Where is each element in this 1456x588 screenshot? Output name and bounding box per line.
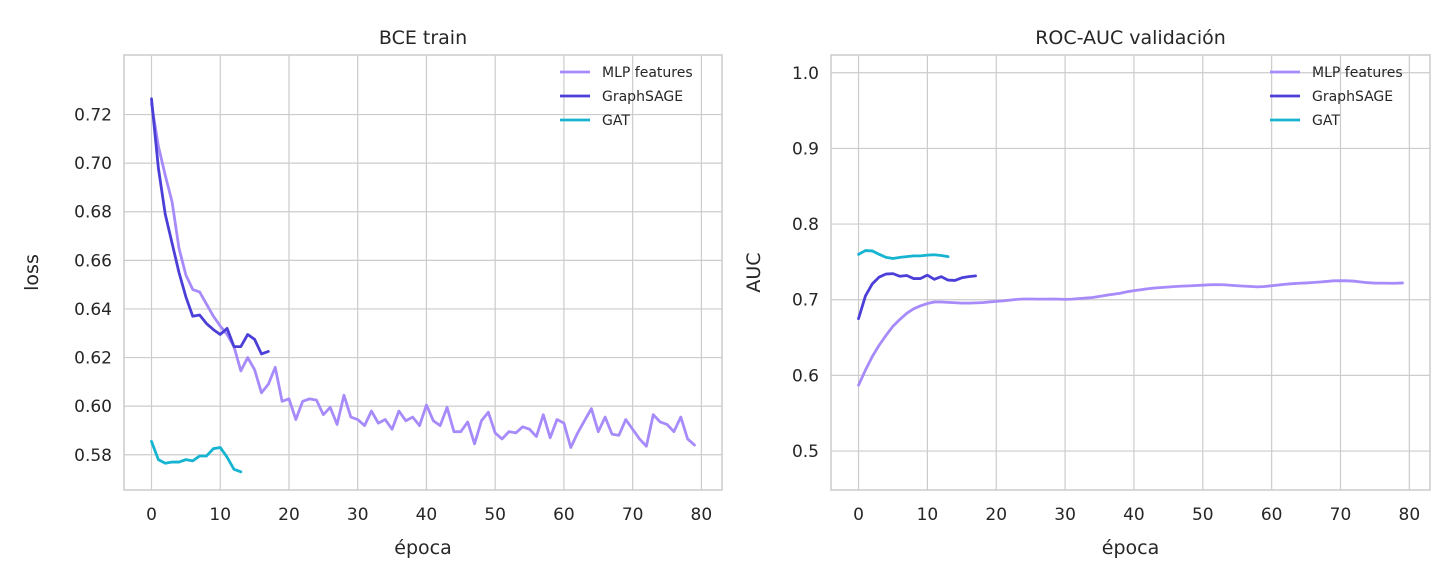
y-tick-label: 0.68: [74, 203, 112, 223]
series-line-graphsage: [150, 97, 270, 356]
x-tick-label: 60: [1261, 505, 1283, 525]
legend-label-mlp-features: MLP features: [1312, 65, 1403, 81]
y-tick-label: 0.8: [792, 215, 819, 235]
gridlines: [124, 55, 722, 490]
series-line-gat: [857, 249, 950, 260]
y-tick-label: 0.62: [74, 349, 112, 369]
legend: MLP features GraphSAGE GAT: [560, 65, 693, 129]
chart-title: BCE train: [379, 27, 467, 49]
y-tick-label: 0.60: [74, 397, 112, 417]
series-line-mlp-features: [150, 102, 696, 449]
plot-frame: [830, 54, 1431, 491]
y-tick-label: 0.70: [74, 154, 112, 174]
legend-label-graphsage: GraphSAGE: [1312, 89, 1393, 105]
x-tick-label: 80: [1399, 505, 1421, 525]
y-tick-label: 0.58: [74, 446, 112, 466]
y-tick-label: 0.5: [792, 442, 819, 462]
x-tick-label: 60: [553, 505, 575, 525]
x-tick-label: 40: [1123, 505, 1145, 525]
x-tick-label: 10: [209, 505, 231, 525]
series-line-graphsage: [857, 272, 977, 321]
legend: MLP features GraphSAGE GAT: [1270, 65, 1403, 129]
x-tick-label: 20: [985, 505, 1007, 525]
x-tick-label: 50: [484, 505, 506, 525]
y-tick-label: 0.66: [74, 251, 112, 271]
plot-frame: [123, 54, 723, 491]
x-tick-label: 20: [278, 505, 300, 525]
x-tick-label: 30: [347, 505, 369, 525]
bce-train-panel: 0 10 20 30 40 50 60 70 80 0.58 0.60 0.62 0.64 0.66 0.6…: [21, 27, 723, 559]
x-tick-label: 10: [917, 505, 939, 525]
y-tick-label: 0.9: [792, 139, 819, 159]
x-tick-label: 0: [146, 505, 157, 525]
y-tick-label: 0.64: [74, 300, 112, 320]
legend-label-gat: GAT: [1312, 113, 1340, 129]
y-tick-label: 0.7: [792, 291, 819, 311]
gridlines: [831, 55, 1430, 490]
series-line-gat: [150, 439, 243, 474]
y-tick-label: 0.72: [74, 106, 112, 126]
x-tick-label: 70: [1330, 505, 1352, 525]
x-tick-label: 80: [691, 505, 713, 525]
x-tick-label: 50: [1192, 505, 1214, 525]
roc-auc-panel: 0 10 20 30 40 50 60 70 80 0.5 0.6 0.7 0.8 0.9 1.0 ROC-A…: [743, 27, 1431, 559]
y-axis-label: AUC: [743, 252, 765, 292]
x-tick-label: 40: [416, 505, 438, 525]
x-axis-label: época: [1102, 537, 1159, 559]
chart-title: ROC-AUC validación: [1035, 27, 1226, 49]
legend-label-gat: GAT: [602, 113, 630, 129]
y-axis-label: loss: [21, 254, 43, 291]
x-tick-label: 30: [1054, 505, 1076, 525]
x-tick-label: 70: [622, 505, 644, 525]
y-tick-label: 1.0: [792, 64, 819, 84]
y-tick-label: 0.6: [792, 366, 819, 386]
series-line-mlp-features: [857, 279, 1404, 387]
legend-label-graphsage: GraphSAGE: [602, 89, 683, 105]
x-tick-label: 0: [853, 505, 864, 525]
x-axis-label: época: [394, 537, 451, 559]
legend-label-mlp-features: MLP features: [602, 65, 693, 81]
